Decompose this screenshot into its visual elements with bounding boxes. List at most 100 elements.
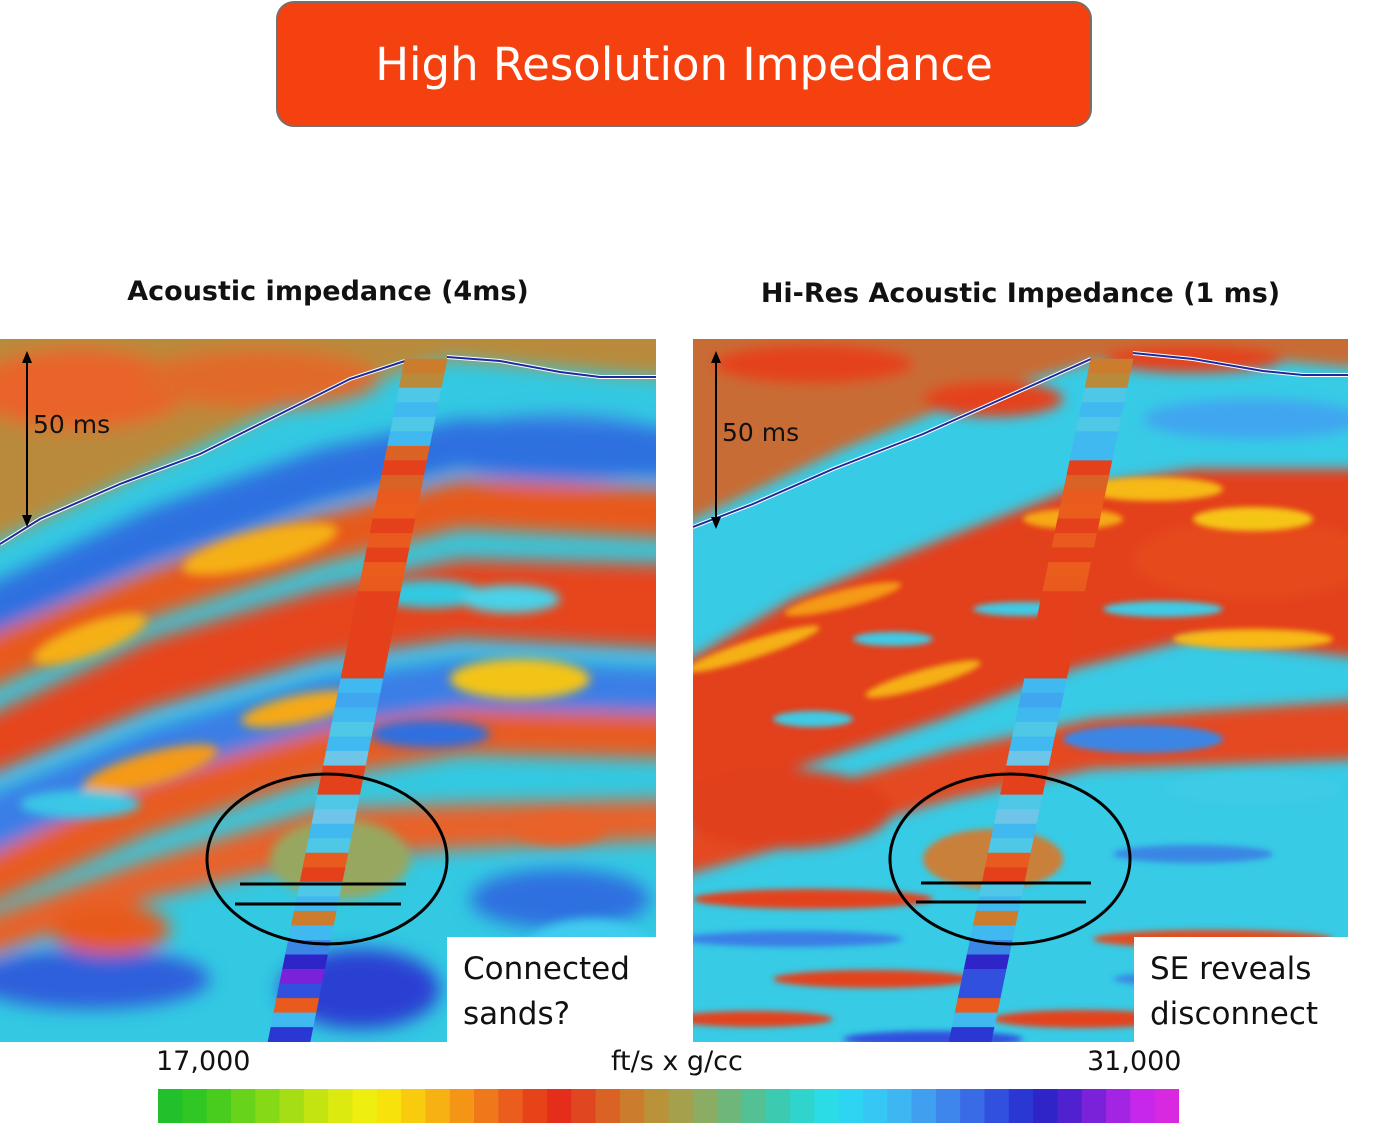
colorbar-swatch (911, 1089, 937, 1123)
colorbar-swatch (668, 1089, 694, 1123)
well-log-strip (948, 358, 1134, 1042)
log-block (375, 489, 422, 505)
log-block (1063, 474, 1110, 491)
log-block (337, 678, 384, 694)
colorbar-swatch (644, 1089, 670, 1123)
colorbar-swatch (838, 1089, 864, 1123)
seismic-section-1ms (693, 339, 1348, 1042)
log-block (395, 387, 442, 403)
callout-line: Connected (463, 951, 630, 987)
log-block (325, 736, 372, 752)
colorbar-swatch (376, 1089, 402, 1123)
colorbar-swatch (206, 1089, 232, 1123)
time-scale-label: 50 ms (33, 410, 111, 439)
log-block (963, 954, 1010, 970)
seismic-section-4ms (0, 339, 656, 1042)
log-block (954, 998, 1001, 1014)
log-block (360, 562, 407, 578)
log-block (346, 634, 392, 650)
log-block (308, 823, 355, 839)
log-block (984, 852, 1031, 868)
time-scale-label: 50 ms (722, 418, 800, 447)
colorbar-swatch (619, 1089, 645, 1123)
log-block (1045, 562, 1092, 578)
log-block (366, 533, 413, 549)
log-block (355, 591, 401, 607)
log-block (993, 809, 1040, 825)
colorbar-max-label: 31,000 (1087, 1046, 1182, 1077)
log-block (1033, 620, 1079, 636)
log-block (1060, 489, 1107, 505)
colorbar-min-label: 17,000 (156, 1046, 251, 1077)
log-block (1054, 518, 1101, 534)
impedance-colorbar (158, 1089, 1179, 1123)
callout-se-reveals: SE reveals disconnect (1134, 937, 1348, 1042)
log-block (270, 1012, 317, 1028)
log-block (972, 910, 1019, 927)
colorbar-swatch (546, 1089, 572, 1123)
well-log-strip (267, 358, 448, 1042)
log-block (349, 620, 395, 636)
colorbar-swatch (790, 1089, 815, 1123)
log-block (288, 925, 334, 941)
log-block (999, 780, 1046, 796)
log-block (363, 547, 410, 563)
log-block (981, 867, 1028, 883)
log-block (1036, 605, 1083, 621)
log-block (1015, 707, 1061, 723)
log-block (369, 518, 416, 534)
log-block (1006, 751, 1052, 767)
callout-line: sands? (463, 996, 571, 1032)
log-block (401, 358, 448, 374)
log-block (1039, 591, 1086, 607)
colorbar-swatch (741, 1089, 767, 1123)
log-block (276, 983, 323, 999)
log-block (314, 794, 360, 810)
log-block (1021, 678, 1067, 694)
log-block (1051, 533, 1098, 549)
log-block (1078, 402, 1125, 418)
colorbar-swatch (230, 1089, 256, 1123)
log-block (392, 402, 439, 418)
log-block (948, 1027, 995, 1042)
log-block (996, 794, 1043, 810)
log-block (1075, 416, 1122, 432)
panel-title-right: Hi-Res Acoustic Impedance (1 ms) (760, 278, 1281, 309)
log-block (1087, 358, 1134, 374)
log-block (384, 445, 430, 462)
panel-title-left: Acoustic impedance (4ms) (127, 276, 529, 307)
colorbar-swatch (279, 1089, 305, 1123)
log-block (302, 852, 349, 868)
log-block (357, 576, 404, 592)
log-block (390, 416, 436, 432)
callout-line: disconnect (1150, 996, 1319, 1032)
log-block (1024, 663, 1070, 680)
log-block (372, 504, 419, 520)
colorbar-swatch (960, 1089, 986, 1123)
log-block (381, 460, 427, 476)
colorbar-swatch (1106, 1089, 1131, 1123)
colorbar-swatch (474, 1089, 499, 1123)
log-block (1009, 736, 1055, 752)
callout-connected-sands: Connected sands? (447, 937, 657, 1042)
log-block (960, 969, 1007, 985)
log-block (975, 896, 1022, 912)
title-banner: High Resolution Impedance (276, 1, 1092, 127)
log-block (1066, 460, 1113, 476)
log-block (1027, 649, 1073, 665)
log-block (951, 1012, 998, 1028)
log-block (1018, 692, 1064, 709)
log-block (331, 707, 378, 723)
log-block (1081, 387, 1128, 403)
colorbar-swatch (571, 1089, 597, 1123)
colorbar-swatch (425, 1089, 451, 1123)
impedance-section-1ms: 50 ms (693, 339, 1348, 1042)
log-block (1057, 504, 1104, 520)
colorbar-swatch (328, 1089, 354, 1123)
log-block (311, 809, 358, 825)
colorbar-swatch (182, 1089, 208, 1123)
colorbar-swatch (401, 1089, 427, 1123)
log-block (290, 910, 337, 927)
callout-line: SE reveals (1150, 951, 1312, 987)
colorbar-swatch (1081, 1089, 1107, 1123)
